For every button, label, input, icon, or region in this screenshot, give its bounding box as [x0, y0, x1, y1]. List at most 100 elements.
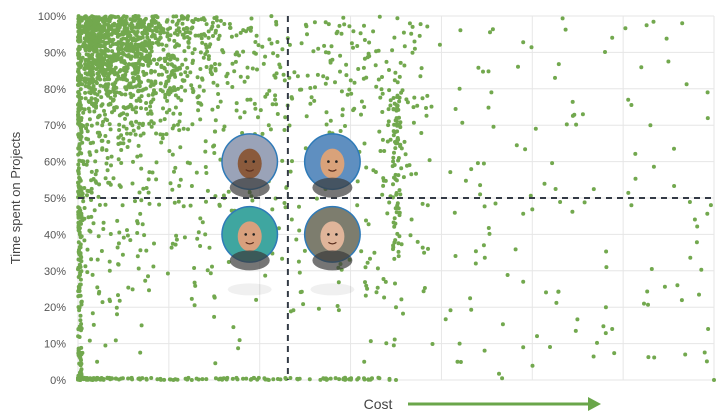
data-point	[153, 36, 158, 41]
data-point	[418, 74, 423, 79]
data-point	[203, 232, 208, 237]
data-point	[114, 305, 119, 310]
data-point	[424, 106, 428, 110]
data-point	[308, 86, 313, 90]
data-point	[580, 112, 585, 117]
data-point	[200, 220, 205, 225]
data-point	[210, 107, 215, 112]
data-point	[266, 378, 271, 382]
data-point	[564, 122, 569, 127]
data-point	[362, 38, 367, 42]
data-point	[185, 74, 190, 78]
data-point	[385, 211, 390, 216]
y-tick-label: 10%	[44, 339, 66, 351]
data-point	[109, 57, 114, 62]
data-point	[124, 36, 129, 41]
data-point	[604, 265, 609, 270]
data-point	[216, 24, 221, 29]
data-point	[203, 149, 208, 154]
data-point	[347, 24, 352, 29]
data-point	[143, 278, 148, 283]
data-point	[79, 299, 84, 304]
data-point	[154, 160, 159, 165]
data-point	[395, 93, 400, 98]
data-point	[195, 75, 200, 80]
data-point	[213, 118, 218, 123]
data-point	[412, 46, 417, 51]
data-point	[316, 46, 321, 51]
data-point	[393, 238, 398, 243]
data-point	[186, 40, 191, 44]
data-point	[76, 162, 81, 167]
data-point	[258, 108, 263, 113]
data-point	[146, 177, 151, 182]
data-point	[274, 102, 279, 107]
data-point	[135, 231, 140, 235]
data-point	[409, 217, 414, 222]
data-point	[100, 51, 105, 56]
data-point	[76, 56, 81, 61]
data-point	[417, 33, 422, 38]
data-point	[91, 221, 96, 226]
data-point	[139, 198, 144, 203]
data-point	[105, 156, 110, 160]
data-point	[177, 128, 182, 133]
data-point	[443, 317, 448, 322]
data-point	[217, 202, 222, 207]
data-point	[76, 215, 81, 220]
data-point	[166, 92, 171, 97]
data-point	[79, 151, 84, 156]
data-point	[610, 327, 615, 331]
data-point	[603, 50, 607, 54]
data-point	[108, 232, 113, 236]
data-point	[155, 377, 160, 382]
data-point	[104, 161, 109, 166]
data-point	[119, 46, 124, 51]
data-point	[486, 226, 491, 230]
data-point	[486, 105, 491, 110]
data-point	[110, 110, 114, 115]
data-point	[89, 96, 94, 101]
data-point	[256, 43, 261, 48]
data-point	[116, 157, 121, 162]
data-point	[106, 180, 111, 185]
data-point	[103, 112, 107, 117]
data-point	[400, 88, 405, 93]
data-point	[475, 161, 480, 166]
data-point	[340, 107, 345, 112]
data-point	[206, 54, 211, 59]
data-point	[85, 122, 90, 127]
data-point	[212, 143, 217, 148]
data-point	[134, 46, 139, 51]
data-point	[194, 170, 199, 175]
data-point	[392, 101, 397, 106]
data-point	[396, 107, 401, 112]
data-point	[392, 337, 397, 342]
data-point	[135, 221, 140, 226]
data-point	[198, 117, 203, 122]
data-point	[131, 159, 135, 164]
data-point	[425, 24, 430, 29]
data-point	[234, 101, 239, 106]
data-point	[396, 206, 401, 211]
data-point	[394, 141, 398, 146]
data-point	[148, 84, 153, 89]
data-point	[216, 37, 221, 41]
data-point	[198, 50, 203, 55]
data-point	[212, 151, 217, 155]
data-point	[136, 143, 141, 148]
data-point	[188, 70, 193, 75]
data-point	[166, 78, 171, 83]
data-point	[85, 193, 89, 198]
data-point	[560, 16, 565, 21]
data-point	[282, 128, 287, 132]
avatar-bottom-right	[303, 205, 361, 296]
data-point	[280, 47, 285, 52]
data-point	[387, 200, 392, 205]
data-point	[77, 92, 82, 97]
data-point	[136, 14, 141, 19]
data-point	[204, 199, 208, 204]
data-point	[113, 93, 117, 98]
data-point	[102, 77, 107, 82]
data-point	[396, 249, 401, 254]
